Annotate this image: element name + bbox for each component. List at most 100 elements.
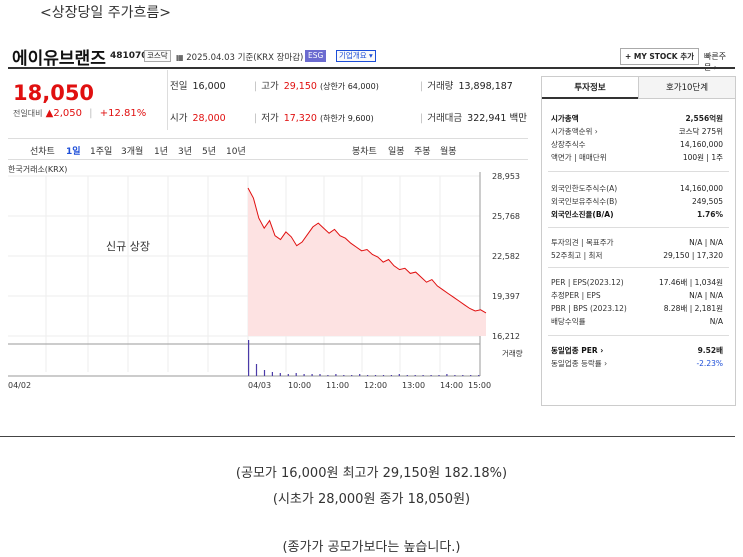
tab-candle-chart[interactable]: 봉차트 xyxy=(352,147,377,157)
volume-bar xyxy=(414,375,416,376)
stat-amount: | 거래대금 322,941 백만 xyxy=(420,113,527,124)
info-divider xyxy=(548,171,729,172)
price-change: 전일대비 ▲2,050 | +12.81% xyxy=(13,108,147,119)
info-row-value: 17.46배 | 1,034원 xyxy=(658,278,723,287)
tab-investment-info[interactable]: 투자정보 xyxy=(542,77,638,99)
info-row-label: 외국인한도주식수(A) xyxy=(551,184,618,193)
stat-low: | 저가 17,320 (하한가 9,600) xyxy=(254,113,374,124)
volume-bar xyxy=(470,375,472,376)
tab-3month[interactable]: 3개월 xyxy=(121,147,144,157)
info-row-label: 액면가 | 매매단위 xyxy=(551,153,607,162)
change-percent: +12.81% xyxy=(99,108,147,119)
tab-5year[interactable]: 5년 xyxy=(202,147,217,157)
info-row-value: 14,160,000 xyxy=(680,184,723,193)
tab-1year[interactable]: 1년 xyxy=(154,147,169,157)
volume-bar xyxy=(422,375,424,376)
market-badge: 코스닥 xyxy=(144,50,171,62)
volume-bar xyxy=(478,375,480,376)
date-label: 2025.04.03 기준(KRX 장마감) xyxy=(186,53,304,63)
x-tick-label: 11:00 xyxy=(326,381,349,390)
volume-bar xyxy=(303,374,305,376)
volume-bar xyxy=(382,375,385,376)
info-divider xyxy=(548,267,729,268)
info-row-value: 14,160,000 xyxy=(680,140,723,149)
tab-10year[interactable]: 10년 xyxy=(226,147,246,157)
stock-code: 481070 xyxy=(110,51,148,61)
volume-bar xyxy=(430,375,432,376)
x-tick-label: 13:00 xyxy=(402,381,425,390)
company-overview-button[interactable]: 기업개요 ▾ xyxy=(336,50,376,62)
info-row-value: 8.28배 | 2,181원 xyxy=(663,304,723,313)
volume-bar xyxy=(311,374,313,376)
info-row: 동일업종 PER › 9.52배 xyxy=(551,345,723,357)
volume-bar xyxy=(295,373,297,376)
volume-bar xyxy=(343,375,345,376)
info-row: 외국인보유주식수(B) 249,505 xyxy=(551,196,723,208)
volume-bar xyxy=(287,374,289,376)
y-tick-label: 28,953 xyxy=(492,172,520,181)
info-divider xyxy=(548,227,729,228)
info-row-value: 코스닥 275위 xyxy=(678,127,723,136)
tab-3year[interactable]: 3년 xyxy=(178,147,193,157)
volume-bar xyxy=(327,375,329,376)
caption-ipo-high: (공모가 16,000원 최고가 29,150원 182.18%) xyxy=(235,466,508,481)
add-mystock-button[interactable]: + MY STOCK 추가 xyxy=(620,48,700,65)
tab-1week[interactable]: 1주일 xyxy=(90,147,113,157)
info-row: 52주최고 | 최저 29,150 | 17,320 xyxy=(551,250,723,262)
info-row-label: 배당수익률 xyxy=(551,317,586,326)
volume-bar xyxy=(255,364,258,376)
y-tick-label: 22,582 xyxy=(492,252,520,261)
info-row-value: 2,556억원 xyxy=(685,114,723,123)
quick-order-link[interactable]: 빠른주문 › xyxy=(704,52,727,72)
info-row: 배당수익률 N/A xyxy=(551,316,723,328)
volume-bar xyxy=(248,340,250,376)
info-row-label: 외국인소진율(B/A) xyxy=(551,210,614,219)
esg-badge[interactable]: ESG xyxy=(305,50,327,62)
info-row-label: 시가총액 xyxy=(551,114,579,123)
info-row-label: 동일업종 PER › xyxy=(551,346,604,355)
tab-daily-candle[interactable]: 일봉 xyxy=(388,147,405,157)
current-price: 18,050 xyxy=(13,81,95,105)
tab-line-chart[interactable]: 선차트 xyxy=(30,147,55,157)
info-row-label: 상장주식수 xyxy=(551,140,586,149)
info-divider xyxy=(548,335,729,336)
volume-bar xyxy=(438,375,440,376)
x-tick-label: 14:00 xyxy=(440,381,463,390)
change-label: 전일대비 xyxy=(13,109,43,118)
volume-bar xyxy=(390,375,392,376)
volume-bar xyxy=(454,375,456,376)
info-row-label: PBR | BPS (2023.12) xyxy=(551,304,627,313)
chart-annotation: 신규 상장 xyxy=(106,240,150,253)
volume-bar xyxy=(374,375,377,376)
chart-source-label: 한국거래소(KRX) xyxy=(8,165,67,174)
info-row: PBR | BPS (2023.12) 8.28배 | 2,181원 xyxy=(551,303,723,315)
price-stats: 전일 16,000 | 고가 29,150 (상한가 64,000) | 거래량 13,8… xyxy=(170,70,527,130)
y-tick-label: 19,397 xyxy=(492,292,520,301)
tab-1day[interactable]: 1일 xyxy=(66,147,81,157)
tab-monthly-candle[interactable]: 월봉 xyxy=(440,147,457,157)
volume-bar xyxy=(359,374,361,376)
date-text: ▦ 2025.04.03 기준(KRX 장마감) xyxy=(176,51,303,63)
caption-top: <상장당일 주가흐름> xyxy=(40,5,171,21)
volume-bar xyxy=(263,370,266,376)
info-row-value: 29,150 | 17,320 xyxy=(663,251,723,260)
tab-weekly-candle[interactable]: 주봉 xyxy=(414,147,431,157)
stock-name: 에이유브랜즈 xyxy=(12,49,106,69)
x-tick-label: 04/03 xyxy=(248,381,271,390)
caption-open-close: (시초가 28,000원 종가 18,050원) xyxy=(272,492,471,507)
info-row: 외국인소진율(B/A) 1.76% xyxy=(551,209,723,221)
info-row-label: 투자의견 | 목표주가 xyxy=(551,238,614,247)
info-row-value: N/A | N/A xyxy=(689,291,723,300)
info-row-label: 추정PER | EPS xyxy=(551,291,601,300)
stat-open: 시가 28,000 xyxy=(170,113,226,124)
change-amount: ▲2,050 xyxy=(45,108,82,119)
info-row-value: N/A xyxy=(709,317,723,326)
calendar-icon: ▦ xyxy=(176,53,184,62)
price-area xyxy=(248,188,486,336)
info-row-value: 249,505 xyxy=(691,197,723,206)
tab-order-book[interactable]: 호가10단계 xyxy=(638,77,735,99)
x-tick-label: 15:00 xyxy=(468,381,491,390)
info-row-label: 시가총액순위 › xyxy=(551,127,598,136)
info-row: 시가총액순위 › 코스닥 275위 xyxy=(551,126,723,138)
